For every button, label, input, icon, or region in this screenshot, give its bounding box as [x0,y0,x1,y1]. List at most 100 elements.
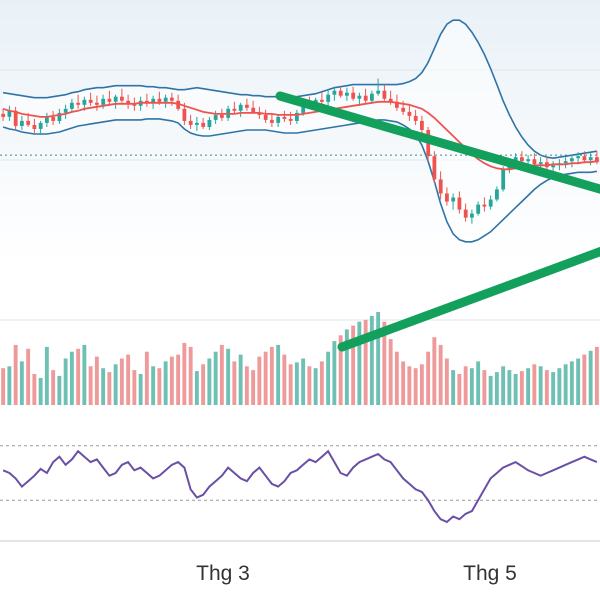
volume-bar-76 [476,361,481,405]
candle-57 [357,92,362,106]
candle-body-21 [132,103,137,106]
candle-72 [451,193,456,210]
volume-bar-42 [263,351,268,405]
candle-body-43 [270,119,274,123]
candle-9 [57,108,62,124]
candle-body-18 [113,96,118,102]
candle-33 [207,116,212,130]
candle-body-23 [145,100,149,103]
volume-bar-54 [338,335,343,406]
candle-6 [38,120,43,135]
candle-body-79 [495,189,499,200]
volume-bar-26 [163,361,168,405]
volume-bar-23 [144,351,149,405]
candle-body-45 [282,116,287,119]
volume-bar-59 [369,315,374,405]
volume-bar-18 [113,364,118,405]
candle-78 [488,195,493,210]
candle-51 [320,92,324,105]
candle-body-17 [107,98,112,102]
volume-bar-20 [126,354,131,405]
rsi-pane [0,445,600,524]
candle-body-26 [163,97,168,102]
candle-15 [95,95,99,111]
candle-30 [188,114,193,129]
volume-bar-35 [219,344,224,405]
volume-bar-27 [169,356,174,405]
candle-body-93 [582,156,587,161]
volume-bar-83 [519,371,524,405]
candle-body-2 [13,110,18,126]
volume-bar-94 [588,350,593,406]
candle-53 [332,86,337,101]
volume-bar-53 [332,341,337,405]
volume-bar-10 [63,358,68,405]
candle-body-83 [520,157,524,162]
candle-3 [20,115,24,130]
volume-bar-85 [532,364,537,405]
x-tick-label-thg5: Thg 5 [463,562,517,585]
candle-body-11 [70,102,74,109]
candle-body-28 [176,100,181,109]
volume-bar-12 [76,348,81,405]
volume-bar-50 [313,368,318,405]
candle-body-55 [345,92,349,96]
candle-body-53 [332,90,337,95]
candle-body-65 [407,111,412,116]
candle-body-67 [420,120,424,130]
volume-bar-77 [482,370,487,405]
volume-bar-41 [257,356,262,405]
volume-bar-95 [594,346,599,405]
volume-bar-73 [457,374,462,405]
volume-bar-66 [413,368,418,405]
candle-47 [295,109,299,124]
rsi-line [2,449,598,524]
volume-bar-74 [463,366,468,406]
candle-body-29 [182,108,187,121]
candle-body-8 [51,116,56,121]
candle-23 [145,93,149,107]
volume-bar-69 [432,337,437,405]
volume-bar-51 [319,361,324,405]
candle-body-4 [26,120,31,125]
candle-body-75 [470,213,474,218]
candle-body-85 [532,159,537,165]
volume-bar-61 [382,321,387,405]
volume-bar-16 [101,368,106,405]
volume-bar-78 [488,375,493,405]
candle-35 [220,108,224,121]
candle-body-24 [151,98,156,103]
bollinger-upper-line [2,19,598,160]
volume-bar-57 [357,321,362,405]
candle-body-61 [382,90,387,99]
candle-body-52 [326,94,331,102]
candle-74 [463,203,468,222]
candle-71 [445,187,449,206]
candle-73 [457,191,462,214]
candle-31 [195,116,199,131]
candle-body-77 [482,204,487,207]
candle-7 [45,112,49,127]
volume-bar-46 [288,364,293,405]
candle-body-15 [95,102,99,105]
candle-body-88 [551,165,556,168]
volume-bar-58 [363,319,368,406]
candle-1 [7,105,12,121]
candle-26 [163,94,168,108]
volume-bar-68 [426,351,431,405]
candle-body-64 [401,107,406,112]
candle-54 [338,86,343,98]
volume-bar-28 [176,354,181,405]
candle-body-94 [588,157,593,161]
volume-bar-71 [444,358,449,405]
candle-38 [238,102,243,117]
volume-bar-43 [269,346,274,405]
candle-body-37 [232,108,237,111]
candle-59 [370,90,374,104]
candle-92 [576,152,581,165]
candle-body-90 [563,161,568,164]
candle-94 [588,153,593,166]
candle-body-34 [213,114,218,120]
candle-55 [345,87,349,101]
